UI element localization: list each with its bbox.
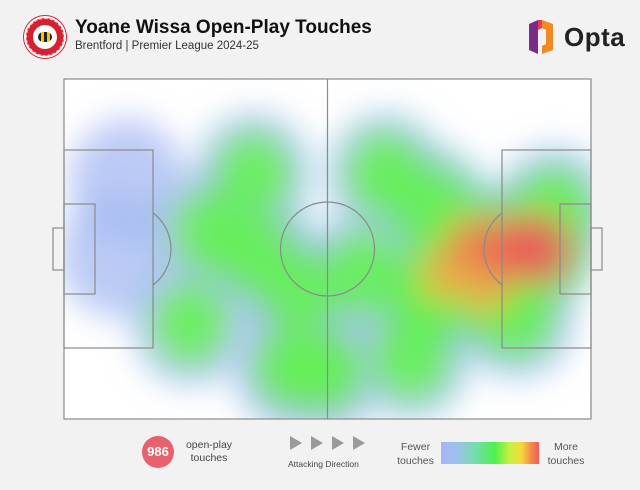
club-badge-logo bbox=[24, 16, 66, 58]
legend-color-scale bbox=[441, 442, 539, 464]
legend-high-label: More touches bbox=[545, 440, 587, 468]
centre-circle bbox=[279, 201, 376, 297]
opta-wordmark: Opta bbox=[564, 22, 626, 52]
arrow-right-icon bbox=[311, 436, 323, 450]
badge-ring bbox=[26, 18, 64, 56]
attacking-direction-label: Attacking Direction bbox=[288, 459, 359, 469]
heat-mid bbox=[376, 318, 448, 398]
legend-high-line1: More bbox=[554, 441, 578, 453]
right-goal bbox=[590, 227, 603, 271]
left-penalty-arc bbox=[152, 212, 172, 286]
arrow-right-icon bbox=[332, 436, 344, 450]
heat-mid bbox=[223, 216, 295, 296]
opta-mark-icon bbox=[529, 20, 553, 54]
pitch-heatmap bbox=[52, 77, 604, 421]
touch-count-label: open-play touches bbox=[184, 439, 234, 465]
badge-inner bbox=[33, 25, 57, 49]
touch-count-badge: 986 bbox=[142, 436, 174, 468]
footer-legend: 986 open-play touches Attacking Directio… bbox=[0, 428, 640, 490]
arrow-right-icon bbox=[353, 436, 365, 450]
left-goal bbox=[52, 227, 65, 271]
pitch-svg bbox=[52, 78, 603, 420]
arrow-right-icon bbox=[290, 436, 302, 450]
heat-mid bbox=[155, 284, 226, 363]
touch-count-label-line2: touches bbox=[190, 452, 228, 464]
legend-low-line2: touches bbox=[397, 455, 434, 467]
bee-icon bbox=[38, 32, 52, 42]
right-penalty-arc bbox=[483, 212, 503, 286]
pitch-lines bbox=[52, 78, 603, 420]
legend-low-label: Fewer touches bbox=[393, 440, 438, 468]
opta-logo: Opta bbox=[524, 18, 628, 54]
heat-core bbox=[504, 213, 573, 285]
heat-layer bbox=[64, 112, 591, 419]
chart-subtitle: Brentford | Premier League 2024-25 bbox=[75, 40, 259, 52]
heat-mid bbox=[328, 233, 400, 313]
touch-count-label-line1: open-play bbox=[185, 439, 233, 451]
chart-title: Yoane Wissa Open-Play Touches bbox=[75, 17, 372, 38]
legend-high-line2: touches bbox=[547, 455, 585, 467]
direction-arrows bbox=[290, 436, 370, 452]
heat-mid bbox=[218, 134, 290, 214]
legend-low-line1: Fewer bbox=[400, 441, 431, 453]
header: Yoane Wissa Open-Play Touches Brentford … bbox=[0, 0, 640, 70]
